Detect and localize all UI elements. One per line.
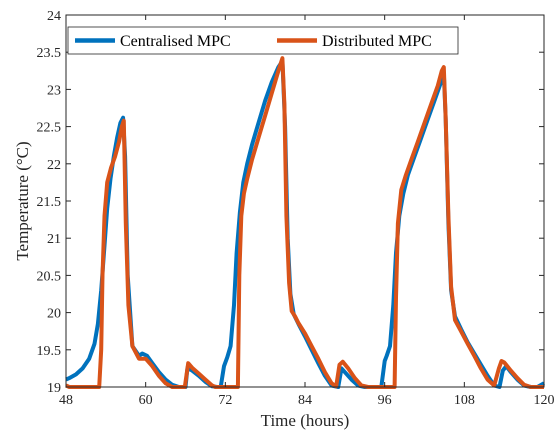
x-tick-label: 96 <box>378 393 392 408</box>
x-tick-label: 60 <box>139 393 153 408</box>
y-tick-label: 21.5 <box>37 195 62 210</box>
y-tick-label: 20.5 <box>37 269 62 284</box>
legend: Centralised MPC Distributed MPC <box>68 27 458 54</box>
y-tick-label: 19.5 <box>37 344 62 359</box>
y-tick-label: 24 <box>47 9 61 24</box>
x-tick-label: 72 <box>218 393 232 408</box>
x-tick-label: 120 <box>534 393 554 408</box>
x-tick-label: 108 <box>454 393 475 408</box>
y-tick-label: 21 <box>47 232 61 247</box>
x-tick-label: 84 <box>298 393 312 408</box>
y-tick-label: 22 <box>47 158 61 173</box>
y-tick-label: 19 <box>47 381 61 396</box>
legend-label-distributed: Distributed MPC <box>322 33 432 50</box>
y-tick-label: 22.5 <box>37 121 62 136</box>
x-tick-label: 48 <box>59 393 73 408</box>
legend-label-centralised: Centralised MPC <box>120 33 231 50</box>
x-axis-label: Time (hours) <box>261 411 350 430</box>
y-tick-label: 23 <box>47 83 61 98</box>
y-tick-label: 20 <box>47 307 61 322</box>
y-tick-label: 23.5 <box>37 46 62 61</box>
y-axis-label: Temperature (°C) <box>13 141 32 260</box>
